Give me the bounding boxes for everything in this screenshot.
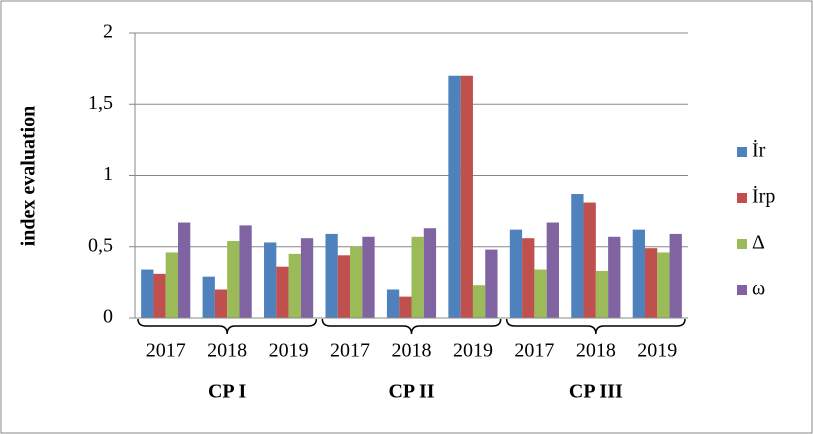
bar bbox=[460, 75, 473, 318]
x-tick-label: 2018 bbox=[392, 340, 432, 362]
bar bbox=[362, 236, 375, 318]
x-tick-label: 2019 bbox=[269, 340, 309, 362]
legend-label: ω bbox=[752, 278, 765, 300]
legend-label: Δ bbox=[752, 232, 765, 254]
group-brace bbox=[505, 318, 686, 335]
bar bbox=[239, 225, 252, 318]
legend-label: İr bbox=[752, 139, 766, 162]
y-tick-label: 2 bbox=[103, 21, 113, 43]
x-tick-label: 2017 bbox=[514, 340, 554, 362]
bar bbox=[571, 194, 584, 318]
bar bbox=[141, 269, 154, 318]
bar bbox=[644, 248, 658, 318]
bar bbox=[657, 252, 670, 318]
bar bbox=[669, 233, 682, 318]
y-axis-label: index evaluation bbox=[18, 106, 40, 247]
bar bbox=[546, 222, 559, 318]
y-tick-label: 0,5 bbox=[88, 234, 113, 256]
bar bbox=[386, 289, 400, 318]
x-tick-label: 2019 bbox=[637, 340, 677, 362]
bar bbox=[472, 285, 486, 318]
bar bbox=[509, 229, 523, 318]
group-brace bbox=[321, 318, 502, 335]
bar bbox=[411, 236, 424, 318]
bar bbox=[300, 238, 314, 318]
x-tick-label: 2017 bbox=[330, 340, 370, 362]
group-label: CP III bbox=[569, 381, 623, 403]
legend-label: İrp bbox=[752, 185, 775, 208]
bar bbox=[227, 241, 240, 318]
group-label: CP II bbox=[388, 381, 434, 403]
bar bbox=[522, 238, 535, 318]
bar bbox=[534, 269, 547, 318]
bar bbox=[399, 296, 412, 318]
group-brace bbox=[137, 318, 318, 335]
group-label: CP I bbox=[208, 381, 247, 403]
x-tick-label: 2018 bbox=[207, 340, 247, 362]
bar bbox=[264, 242, 277, 318]
bar bbox=[325, 233, 338, 318]
bar bbox=[337, 255, 351, 318]
bar bbox=[583, 202, 596, 318]
y-tick-label: 1 bbox=[103, 163, 113, 185]
bar bbox=[595, 270, 609, 318]
legend-swatch bbox=[737, 285, 747, 295]
legend-swatch bbox=[737, 193, 747, 203]
bar bbox=[350, 246, 363, 318]
bar bbox=[485, 249, 498, 318]
x-tick-label: 2018 bbox=[576, 340, 616, 362]
bar bbox=[202, 276, 215, 318]
bar bbox=[632, 229, 645, 318]
bar bbox=[288, 253, 301, 318]
legend-swatch bbox=[737, 147, 747, 157]
bar bbox=[448, 75, 461, 318]
bar bbox=[423, 228, 437, 318]
x-tick-label: 2019 bbox=[453, 340, 493, 362]
bar bbox=[214, 289, 228, 318]
legend-swatch bbox=[737, 239, 747, 249]
bar bbox=[608, 236, 621, 318]
y-tick-label: 1,5 bbox=[88, 92, 113, 114]
bar bbox=[276, 266, 289, 318]
y-tick-label: 0 bbox=[103, 306, 113, 328]
bar bbox=[178, 222, 191, 318]
bar bbox=[153, 273, 166, 318]
bar bbox=[165, 252, 179, 318]
x-tick-label: 2017 bbox=[146, 340, 186, 362]
